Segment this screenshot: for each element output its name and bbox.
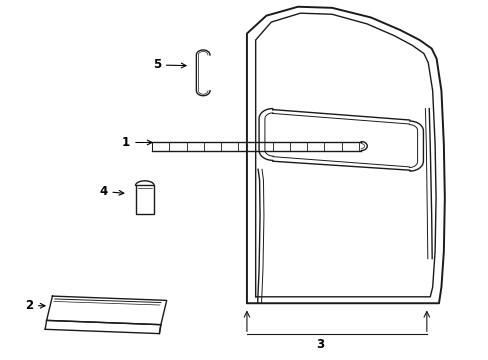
Text: 5: 5 xyxy=(152,58,185,72)
Text: 1: 1 xyxy=(122,136,152,149)
Text: 4: 4 xyxy=(99,185,123,198)
Text: 3: 3 xyxy=(315,338,323,351)
Bar xyxy=(135,185,154,214)
Text: 2: 2 xyxy=(25,299,45,312)
